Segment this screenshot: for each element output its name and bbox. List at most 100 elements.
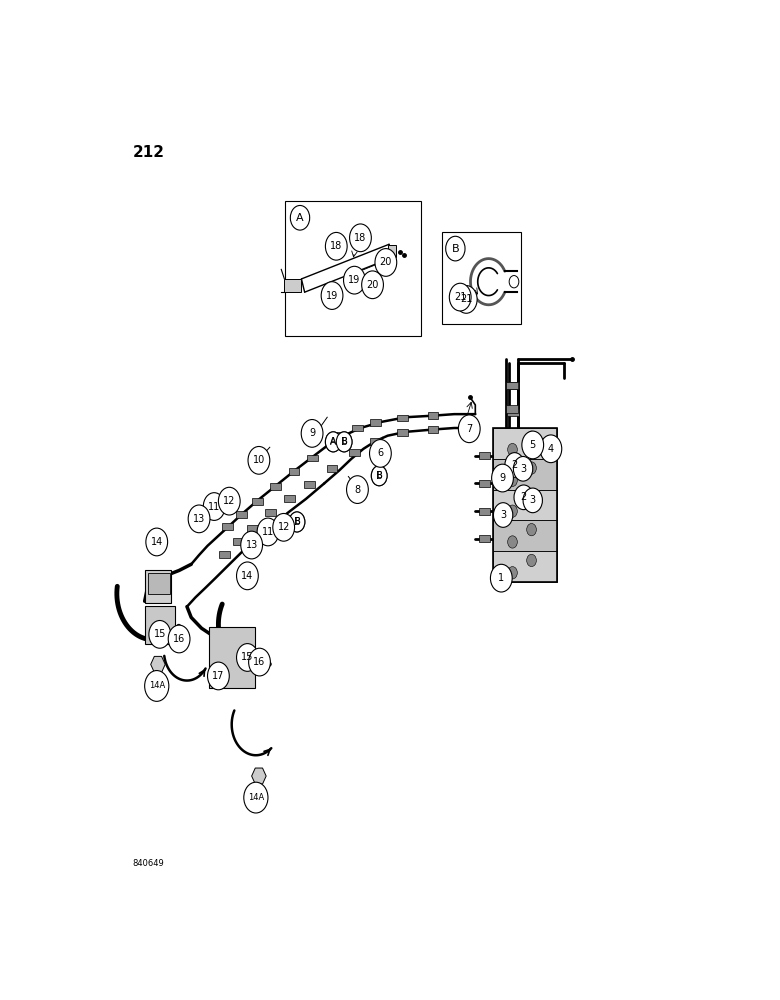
Text: A: A xyxy=(296,213,304,223)
Text: 1: 1 xyxy=(498,573,505,583)
Circle shape xyxy=(343,266,365,294)
Bar xyxy=(284,495,295,502)
Bar xyxy=(427,426,438,433)
Circle shape xyxy=(523,488,542,513)
Text: 11: 11 xyxy=(262,527,274,537)
Text: 9: 9 xyxy=(499,473,505,483)
Circle shape xyxy=(289,512,305,532)
Text: 3: 3 xyxy=(520,464,526,474)
Circle shape xyxy=(526,554,537,567)
Circle shape xyxy=(349,224,371,252)
Text: 20: 20 xyxy=(367,280,379,290)
Bar xyxy=(479,480,490,487)
Circle shape xyxy=(290,205,310,230)
Bar xyxy=(507,409,519,416)
Circle shape xyxy=(526,462,537,474)
Text: 2: 2 xyxy=(520,492,526,502)
Text: 6: 6 xyxy=(378,448,384,458)
Circle shape xyxy=(540,435,562,463)
Circle shape xyxy=(526,523,537,536)
Text: 5: 5 xyxy=(530,440,536,450)
Bar xyxy=(219,551,230,558)
Circle shape xyxy=(508,567,517,579)
Text: 16: 16 xyxy=(254,657,266,667)
Text: 17: 17 xyxy=(212,671,225,681)
Bar xyxy=(370,438,381,445)
Text: 14A: 14A xyxy=(149,681,165,690)
Bar xyxy=(397,415,408,421)
Text: 12: 12 xyxy=(223,496,236,506)
Text: 21: 21 xyxy=(454,292,466,302)
Circle shape xyxy=(325,432,341,452)
Text: 15: 15 xyxy=(154,629,166,639)
Circle shape xyxy=(257,518,278,546)
Circle shape xyxy=(289,512,305,532)
Text: B: B xyxy=(294,517,300,526)
Text: 20: 20 xyxy=(380,257,392,267)
Bar xyxy=(233,538,244,545)
Circle shape xyxy=(449,283,471,311)
Bar xyxy=(284,279,301,292)
Circle shape xyxy=(456,286,477,313)
Bar xyxy=(494,520,557,551)
Circle shape xyxy=(346,476,368,503)
Circle shape xyxy=(336,432,352,452)
Circle shape xyxy=(236,562,258,590)
Text: 13: 13 xyxy=(246,540,257,550)
Bar xyxy=(479,535,490,542)
Bar xyxy=(252,498,263,505)
Circle shape xyxy=(514,485,534,510)
Circle shape xyxy=(526,431,537,443)
Bar xyxy=(494,551,557,582)
Circle shape xyxy=(144,671,168,701)
Bar xyxy=(479,508,490,515)
Circle shape xyxy=(491,464,513,492)
Text: 14: 14 xyxy=(241,571,254,581)
Bar xyxy=(144,606,176,644)
Circle shape xyxy=(321,282,343,309)
Circle shape xyxy=(146,528,168,556)
Text: A: A xyxy=(331,437,336,446)
Text: 15: 15 xyxy=(241,652,254,662)
Bar xyxy=(494,459,557,490)
Bar xyxy=(265,509,276,516)
Circle shape xyxy=(236,644,258,671)
Polygon shape xyxy=(151,656,165,672)
Bar xyxy=(222,523,233,530)
Circle shape xyxy=(149,620,171,648)
Circle shape xyxy=(371,466,387,486)
Text: 840649: 840649 xyxy=(133,859,165,868)
Bar xyxy=(442,232,521,324)
Text: B: B xyxy=(376,471,382,480)
Circle shape xyxy=(509,276,519,288)
Bar xyxy=(307,455,317,461)
Text: 11: 11 xyxy=(208,502,220,512)
Bar xyxy=(209,627,254,688)
Bar xyxy=(388,245,395,257)
Bar xyxy=(479,452,490,459)
Text: 19: 19 xyxy=(349,275,360,285)
Circle shape xyxy=(244,782,268,813)
Bar xyxy=(303,481,314,488)
Bar xyxy=(427,412,438,419)
Circle shape xyxy=(505,453,524,477)
Text: 3: 3 xyxy=(530,495,536,505)
Bar xyxy=(289,468,300,475)
Circle shape xyxy=(526,493,537,505)
Bar xyxy=(505,405,518,413)
Circle shape xyxy=(336,432,352,452)
Text: B: B xyxy=(293,517,300,527)
Bar xyxy=(494,428,557,459)
Text: 18: 18 xyxy=(354,233,367,243)
Circle shape xyxy=(325,232,347,260)
Circle shape xyxy=(370,440,392,467)
Circle shape xyxy=(445,236,465,261)
Text: 7: 7 xyxy=(466,424,473,434)
Text: 14: 14 xyxy=(151,537,163,547)
Circle shape xyxy=(249,648,271,676)
Bar xyxy=(494,490,557,520)
Circle shape xyxy=(508,474,517,487)
Bar xyxy=(370,419,381,426)
Text: 16: 16 xyxy=(173,634,185,644)
Text: B: B xyxy=(376,471,382,481)
